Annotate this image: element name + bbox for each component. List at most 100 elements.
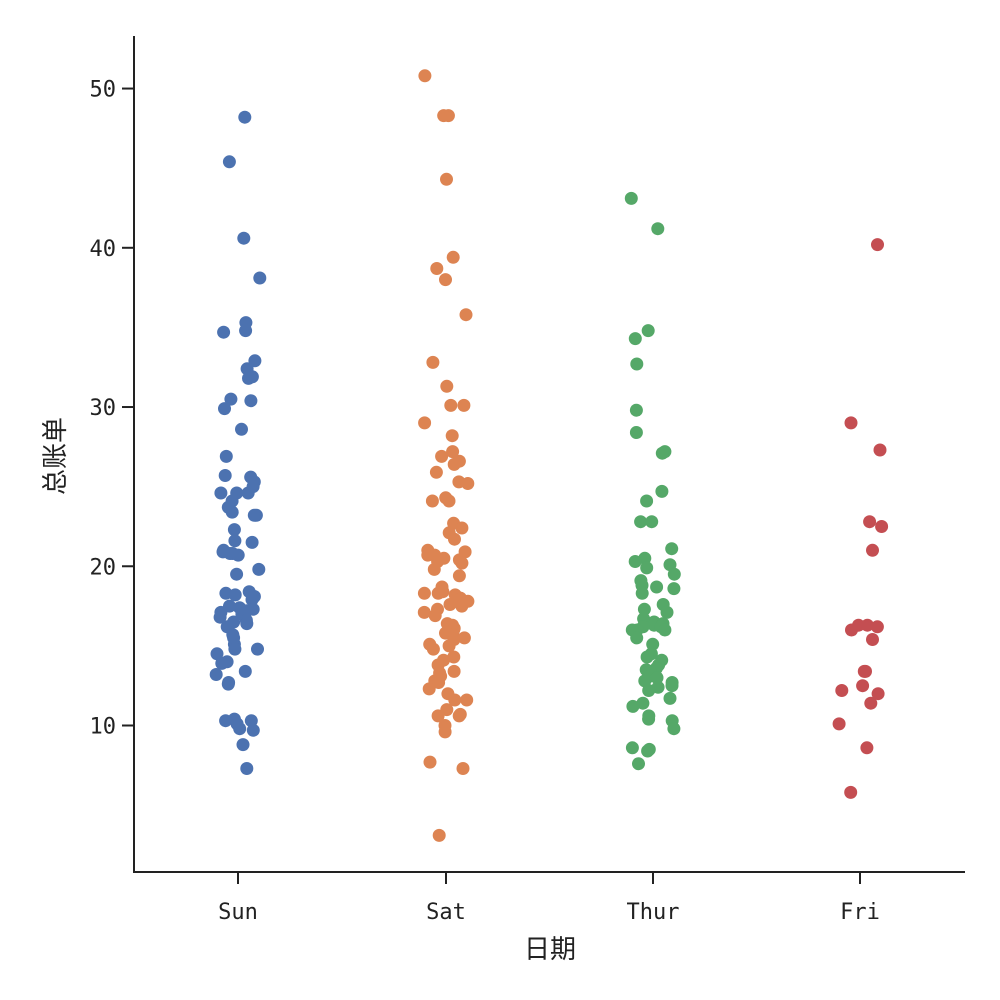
x-axis-title: 日期 — [524, 935, 576, 965]
point-sat — [444, 398, 458, 412]
point-thur — [667, 567, 681, 581]
point-sun — [225, 505, 239, 519]
point-thur — [629, 403, 643, 417]
point-thur — [665, 679, 679, 693]
point-thur — [650, 580, 664, 594]
point-sun — [218, 469, 232, 482]
point-fri — [871, 687, 885, 701]
point-sun — [209, 668, 223, 681]
y-axis-title: 总账单 — [41, 417, 71, 495]
point-sun — [239, 324, 253, 338]
point-sat — [428, 609, 442, 623]
point-sat — [440, 379, 454, 393]
point-sat — [448, 532, 461, 546]
point-sat — [443, 598, 457, 611]
point-fri — [832, 717, 846, 731]
point-sun — [222, 155, 236, 169]
point-sat — [455, 599, 469, 613]
point-sat — [418, 416, 432, 430]
point-thur — [646, 637, 660, 651]
point-sun — [238, 110, 252, 124]
point-sat — [432, 828, 446, 842]
point-thur — [655, 484, 669, 498]
point-sun — [235, 422, 248, 436]
point-sat — [452, 709, 466, 723]
point-thur — [667, 582, 681, 596]
point-sun — [248, 354, 262, 368]
point-thur — [650, 671, 664, 685]
point-sun — [231, 548, 245, 562]
point-sun — [224, 392, 238, 406]
point-sat — [446, 250, 460, 264]
point-sun — [240, 617, 254, 631]
point-thur — [667, 722, 681, 736]
point-sun — [245, 593, 259, 607]
point-fri — [875, 520, 889, 533]
point-sat — [447, 457, 461, 471]
point-fri — [844, 416, 858, 430]
point-thur — [628, 555, 642, 568]
point-sun — [233, 722, 247, 736]
point-sun — [227, 523, 241, 537]
point-sun — [252, 562, 266, 576]
point-fri — [870, 620, 884, 634]
point-sun — [215, 656, 229, 670]
point-sat — [461, 477, 475, 490]
point-sat — [455, 556, 469, 570]
x-tick-label-sat: Sat — [426, 900, 466, 925]
point-thur — [637, 602, 651, 616]
point-fri — [864, 696, 878, 710]
point-sat — [439, 273, 452, 287]
point-thur — [640, 561, 654, 575]
point-sat — [438, 725, 452, 739]
point-fri — [835, 684, 849, 697]
point-thur — [645, 515, 659, 529]
point-sat — [431, 586, 445, 600]
point-thur — [626, 699, 640, 713]
point-sat — [430, 262, 444, 275]
point-thur — [642, 712, 656, 726]
point-thur — [625, 741, 639, 755]
point-thur — [640, 494, 654, 508]
point-sun — [246, 723, 260, 737]
y-tick-label: 40 — [90, 237, 117, 262]
point-sat — [456, 762, 470, 775]
point-thur — [660, 605, 674, 619]
point-fri — [856, 679, 870, 693]
point-sat — [448, 693, 462, 707]
point-sat — [429, 465, 443, 479]
point-thur — [628, 332, 642, 346]
point-sun — [213, 610, 227, 624]
point-sat — [460, 693, 474, 707]
point-sun — [253, 271, 267, 285]
point-sat — [447, 650, 461, 664]
point-sat — [437, 109, 451, 123]
point-sun — [237, 231, 251, 245]
point-fri — [873, 443, 887, 457]
point-sun — [210, 647, 224, 661]
point-fri — [866, 633, 879, 646]
point-sat — [431, 709, 445, 723]
point-sun — [251, 642, 264, 656]
point-sun — [230, 567, 244, 581]
point-sat — [457, 631, 471, 645]
point-thur — [629, 426, 643, 439]
point-sun — [219, 449, 233, 463]
point-sun — [240, 762, 254, 775]
point-fri — [860, 741, 874, 755]
point-sat — [425, 494, 439, 508]
point-thur — [630, 357, 644, 371]
point-sat — [442, 639, 456, 653]
point-sat — [426, 642, 440, 656]
point-sat — [432, 676, 446, 689]
point-sat — [459, 308, 473, 322]
x-ticks: Sun Sat Thur Fri — [218, 872, 880, 925]
point-fri — [866, 543, 879, 557]
point-sun — [247, 508, 261, 522]
point-sun — [241, 486, 255, 500]
point-thur — [655, 446, 669, 460]
point-thur — [665, 542, 679, 556]
point-thur — [663, 691, 677, 705]
point-thur — [642, 684, 656, 697]
y-tick-label: 30 — [90, 396, 117, 421]
